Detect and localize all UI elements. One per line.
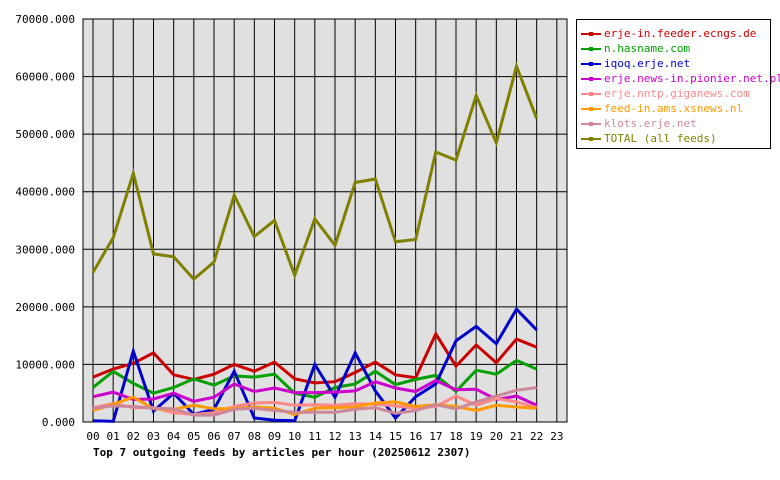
legend-item: erje-in.feeder.ecngs.de	[581, 26, 756, 41]
x-tick-label: 11	[308, 430, 321, 443]
series-line-0	[92, 330, 538, 385]
x-tick-label: 23	[550, 430, 563, 443]
legend-label: n.hasname.com	[604, 42, 691, 55]
x-tick-label: 08	[248, 430, 261, 443]
legend-swatch	[581, 136, 601, 141]
x-tick-label: 18	[449, 430, 462, 443]
x-tick-label: 22	[530, 430, 543, 443]
legend-swatch	[581, 31, 601, 36]
y-tick-label: 40000.000	[15, 186, 75, 199]
x-tick-label: 07	[228, 430, 241, 443]
x-tick-label: 19	[470, 430, 483, 443]
legend-item: TOTAL (all feeds)	[581, 131, 717, 146]
legend-label: erje.nntp.giganews.com	[604, 87, 750, 100]
legend-label: erje.news-in.pionier.net.pl	[604, 72, 780, 85]
legend-item: feed-in.ams.xsnews.nl	[581, 101, 743, 116]
legend-item: iqoq.erje.net	[581, 56, 690, 71]
y-axis-ticks: 0.000 10000.000 20000.000 30000.000 40000.00…	[15, 13, 75, 429]
legend-item: erje.nntp.giganews.com	[581, 86, 750, 101]
legend-swatch	[581, 46, 601, 51]
legend-swatch	[581, 106, 601, 111]
x-tick-label: 03	[147, 430, 160, 443]
series-line-3	[92, 378, 538, 407]
chart-caption: Top 7 outgoing feeds by articles per hou…	[93, 446, 471, 459]
series-line-6	[92, 386, 537, 417]
series-lines	[91, 61, 539, 423]
y-tick-label: 20000.000	[15, 301, 75, 314]
y-tick-label: 60000.000	[15, 71, 75, 84]
x-tick-label: 06	[207, 430, 220, 443]
x-tick-label: 20	[490, 430, 503, 443]
x-tick-label: 04	[167, 430, 181, 443]
series-line-4	[92, 394, 538, 417]
x-tick-label: 00	[86, 430, 99, 443]
legend-item: erje.news-in.pionier.net.pl	[581, 71, 780, 86]
legend-item: klots.erje.net	[581, 116, 697, 131]
x-tick-label: 01	[107, 430, 120, 443]
x-tick-label: 17	[429, 430, 442, 443]
x-tick-label: 13	[349, 430, 362, 443]
y-tick-label: 30000.000	[15, 243, 75, 256]
chart-legend: erje-in.feeder.ecngs.de n.hasname.com iqoq…	[576, 19, 780, 149]
legend-label: TOTAL (all feeds)	[604, 132, 717, 145]
y-tick-label: 50000.000	[15, 128, 75, 141]
x-tick-label: 12	[328, 430, 341, 443]
series-line-2	[92, 306, 538, 423]
legend-swatch	[581, 76, 601, 81]
x-tick-label: 21	[510, 430, 523, 443]
y-tick-label: 70000.000	[15, 13, 75, 26]
x-tick-label: 14	[369, 430, 383, 443]
legend-swatch	[581, 61, 601, 66]
legend-label: feed-in.ams.xsnews.nl	[604, 102, 744, 115]
legend-item: n.hasname.com	[581, 41, 690, 56]
x-tick-label: 05	[187, 430, 200, 443]
legend-swatch	[581, 91, 601, 96]
x-tick-label: 16	[409, 430, 422, 443]
x-tick-label: 09	[268, 430, 281, 443]
legend-label: klots.erje.net	[604, 117, 697, 130]
series-line-1	[92, 358, 538, 399]
legend-label: iqoq.erje.net	[604, 57, 691, 70]
legend-label: erje-in.feeder.ecngs.de	[604, 27, 757, 40]
x-tick-label: 10	[288, 430, 301, 443]
x-tick-label: 02	[127, 430, 140, 443]
y-tick-label: 10000.000	[15, 358, 75, 371]
y-tick-label: 0.000	[42, 416, 75, 429]
x-tick-label: 15	[389, 430, 402, 443]
legend-swatch	[581, 121, 601, 126]
series-line-7	[91, 61, 539, 282]
x-axis-ticks: 00 01 02 03 04 05 06 07 08 09 10 11 12 13 14 15 16 17 18 19…	[86, 430, 563, 443]
grid-lines	[83, 18, 567, 423]
